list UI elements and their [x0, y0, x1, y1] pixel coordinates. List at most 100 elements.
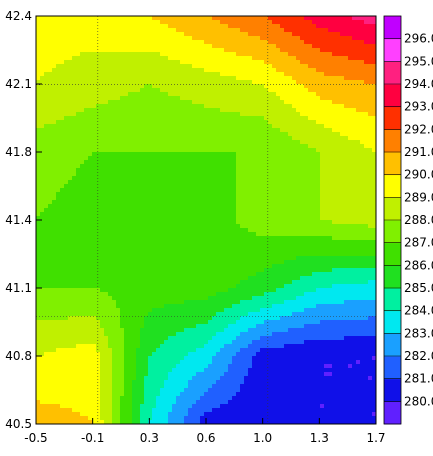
field-cell — [256, 120, 260, 124]
field-cell — [296, 112, 300, 116]
field-cell — [192, 24, 196, 28]
field-cell — [344, 212, 348, 216]
field-cell — [44, 84, 48, 88]
field-cell — [220, 84, 224, 88]
field-cell — [164, 108, 168, 112]
field-cell — [136, 76, 140, 80]
field-cell — [224, 100, 228, 104]
field-cell — [168, 84, 172, 88]
field-cell — [100, 160, 104, 164]
field-cell — [308, 56, 312, 60]
field-cell — [324, 144, 328, 148]
field-cell — [268, 28, 272, 32]
field-cell — [168, 32, 172, 36]
field-cell — [40, 180, 44, 184]
field-cell — [36, 16, 40, 20]
field-cell — [140, 184, 144, 188]
field-cell — [348, 68, 352, 72]
field-cell — [96, 160, 100, 164]
field-cell — [240, 88, 244, 92]
field-cell — [296, 44, 300, 48]
field-cell — [364, 140, 368, 144]
field-cell — [48, 104, 52, 108]
field-cell — [224, 28, 228, 32]
field-cell — [192, 136, 196, 140]
field-cell — [208, 132, 212, 136]
field-cell — [40, 92, 44, 96]
field-cell — [196, 224, 200, 228]
field-cell — [208, 176, 212, 180]
field-cell — [340, 28, 344, 32]
field-cell — [224, 84, 228, 88]
field-cell — [268, 172, 272, 176]
field-cell — [308, 116, 312, 120]
field-cell — [204, 132, 208, 136]
field-cell — [180, 100, 184, 104]
field-cell — [72, 220, 76, 224]
field-cell — [84, 52, 88, 56]
field-cell — [176, 200, 180, 204]
field-cell — [116, 100, 120, 104]
field-cell — [44, 160, 48, 164]
field-cell — [168, 196, 172, 200]
field-cell — [76, 144, 80, 148]
field-cell — [304, 144, 308, 148]
field-cell — [44, 20, 48, 24]
field-cell — [328, 116, 332, 120]
field-cell — [164, 16, 168, 20]
field-cell — [108, 56, 112, 60]
field-cell — [288, 204, 292, 208]
field-cell — [96, 64, 100, 68]
field-cell — [284, 64, 288, 68]
field-cell — [340, 224, 344, 228]
field-cell — [268, 196, 272, 200]
field-cell — [96, 52, 100, 56]
field-cell — [284, 232, 288, 236]
field-cell — [296, 60, 300, 64]
field-cell — [260, 72, 264, 76]
field-cell — [188, 160, 192, 164]
field-cell — [48, 68, 52, 72]
field-cell — [232, 112, 236, 116]
field-cell — [164, 80, 168, 84]
field-cell — [320, 136, 324, 140]
field-cell — [72, 208, 76, 212]
field-cell — [296, 16, 300, 20]
field-cell — [68, 72, 72, 76]
field-cell — [184, 76, 188, 80]
field-cell — [88, 128, 92, 132]
field-cell — [308, 32, 312, 36]
field-cell — [244, 84, 248, 88]
field-cell — [320, 188, 324, 192]
field-cell — [152, 140, 156, 144]
field-cell — [204, 148, 208, 152]
field-cell — [108, 52, 112, 56]
field-cell — [192, 216, 196, 220]
field-cell — [316, 160, 320, 164]
field-cell — [188, 20, 192, 24]
field-cell — [276, 244, 280, 248]
field-cell — [96, 112, 100, 116]
field-cell — [64, 80, 68, 84]
field-cell — [348, 84, 352, 88]
field-cell — [316, 104, 320, 108]
field-cell — [268, 244, 272, 248]
field-cell — [52, 48, 56, 52]
field-cell — [236, 84, 240, 88]
field-cell — [272, 88, 276, 92]
field-cell — [288, 188, 292, 192]
field-cell — [128, 140, 132, 144]
field-cell — [148, 240, 152, 244]
field-cell — [292, 144, 296, 148]
field-cell — [136, 96, 140, 100]
field-cell — [340, 44, 344, 48]
field-cell — [240, 20, 244, 24]
field-cell — [160, 56, 164, 60]
field-cell — [304, 240, 308, 244]
field-cell — [296, 236, 300, 240]
field-cell — [40, 36, 44, 40]
field-cell — [128, 188, 132, 192]
field-cell — [60, 204, 64, 208]
field-cell — [164, 84, 168, 88]
field-cell — [256, 176, 260, 180]
